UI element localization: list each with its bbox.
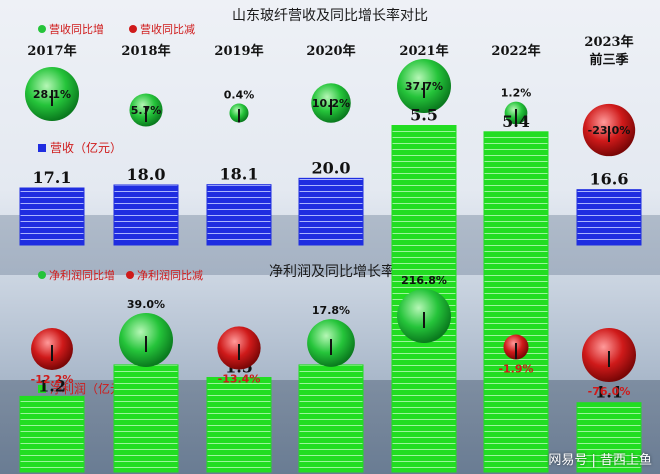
legend-series-marker	[38, 385, 46, 393]
yoy-label: 39.0%	[127, 298, 165, 311]
bar-value-label: 16.6	[590, 170, 629, 189]
bar-value-label: 18.0	[127, 165, 166, 184]
legend-decrease: 营收同比减	[140, 22, 195, 36]
legend-decrease-marker	[129, 25, 137, 33]
yoy-label: -13.4%	[218, 373, 261, 386]
yoy-label: 216.8%	[401, 274, 447, 287]
yoy-label: 0.4%	[224, 88, 255, 101]
legend-increase: 营收同比增	[49, 22, 104, 36]
bar	[298, 364, 364, 473]
profit-chart: 净利润及同比增长率对比净利润同比增净利润同比减净利润（亿元）1.21.71.51…	[19, 106, 642, 473]
legend-increase: 净利润同比增	[49, 268, 115, 282]
bar	[483, 131, 549, 473]
legend-series: 营收（亿元）	[50, 140, 122, 155]
legend-series: 净利润（亿元）	[50, 381, 134, 396]
yoy-label: 37.7%	[405, 80, 443, 93]
yoy-label: 5.7%	[131, 104, 162, 117]
bar-value-label: 5.4	[502, 112, 530, 131]
bar	[19, 395, 85, 473]
yoy-label: 17.8%	[312, 304, 350, 317]
legend-decrease-marker	[126, 271, 134, 279]
yoy-label: -12.2%	[31, 373, 74, 386]
category-label: 2017年	[27, 43, 76, 59]
bar-value-label: 5.5	[410, 106, 438, 125]
chart-title: 山东玻纤营收及同比增长率对比	[232, 7, 428, 24]
legend-increase-marker	[38, 25, 46, 33]
bar	[298, 177, 364, 246]
bar-value-label: 20.0	[312, 158, 351, 177]
category-label: 2019年	[214, 43, 263, 59]
bar-value-label: 18.1	[220, 165, 259, 184]
bar	[206, 184, 272, 246]
legend-increase-marker	[38, 271, 46, 279]
category-label: 前三季	[589, 52, 628, 68]
yoy-label: -1.9%	[498, 363, 533, 376]
category-label: 2021年	[399, 43, 448, 59]
category-label: 2022年	[491, 43, 540, 59]
category-label: 2020年	[306, 43, 355, 59]
yoy-label: -23.0%	[588, 124, 631, 137]
bar	[206, 377, 272, 473]
yoy-label: 10.2%	[312, 97, 350, 110]
chart-title: 净利润及同比增长率对比	[269, 263, 423, 280]
legend-series-marker	[38, 144, 46, 152]
yoy-label: 28.1%	[33, 88, 71, 101]
yoy-label: 1.2%	[501, 87, 532, 100]
bar	[576, 402, 642, 473]
bar	[113, 184, 179, 246]
bar	[19, 187, 85, 246]
bar-value-label: 17.1	[33, 168, 72, 187]
bar	[113, 364, 179, 473]
bar-value-label: 1.2	[38, 376, 66, 395]
bar-value-label: 1.1	[595, 383, 623, 402]
yoy-label: -76.0%	[588, 385, 631, 398]
category-label: 2023年	[584, 34, 633, 50]
bar	[576, 189, 642, 246]
legend-decrease: 净利润同比减	[137, 268, 203, 282]
category-label: 2018年	[121, 43, 170, 59]
watermark: 网易号 | 昔西上鱼	[548, 453, 652, 468]
